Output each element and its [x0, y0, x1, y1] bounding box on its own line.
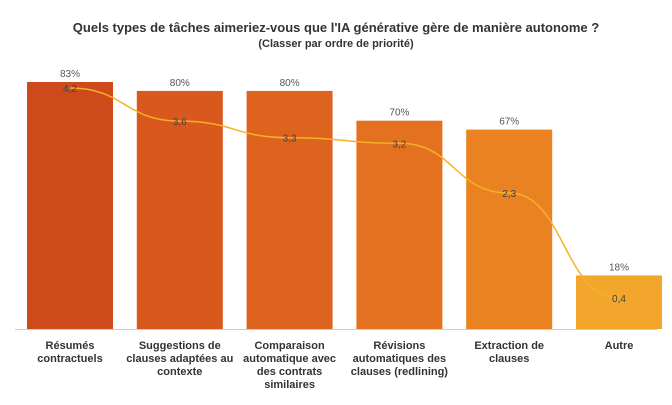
- bar-2: [246, 90, 333, 330]
- bar-5: [576, 275, 662, 329]
- bar-3: [356, 120, 443, 330]
- bar-4: [466, 129, 553, 329]
- category-label-0: Résumés contractuels: [37, 340, 103, 365]
- line-label-1: 3,6: [173, 117, 187, 128]
- bar-label-4: 67%: [499, 117, 519, 128]
- line-label-0: 4,2: [63, 84, 77, 95]
- bar-1: [136, 90, 223, 330]
- category-label-3: Révisions automatiques des clauses (redl…: [350, 340, 448, 378]
- category-label-4: Extraction de clauses: [474, 340, 545, 365]
- priority-line: [69, 87, 620, 299]
- line-label-3: 3,2: [392, 139, 406, 150]
- bar-label-5: 18%: [609, 262, 629, 273]
- chart-subtitle: (Classer par ordre de priorité): [258, 38, 414, 50]
- bar-label-3: 70%: [389, 108, 409, 119]
- line-label-2: 3,3: [283, 134, 297, 145]
- chart-title: Quels types de tâches aimeriez-vous que …: [72, 20, 600, 35]
- bar-label-2: 80%: [280, 78, 300, 89]
- line-label-4: 2,3: [502, 189, 516, 200]
- bar-label-0: 83%: [60, 69, 80, 80]
- category-label-2: Comparaison automatique avec des contrat…: [243, 340, 337, 391]
- bar-0: [27, 82, 113, 329]
- line-label-5: 0,4: [612, 294, 626, 305]
- category-label-5: Autre: [604, 340, 634, 352]
- bar-label-1: 80%: [170, 78, 190, 89]
- category-label-1: Suggestions de clauses adaptées au conte…: [126, 340, 234, 378]
